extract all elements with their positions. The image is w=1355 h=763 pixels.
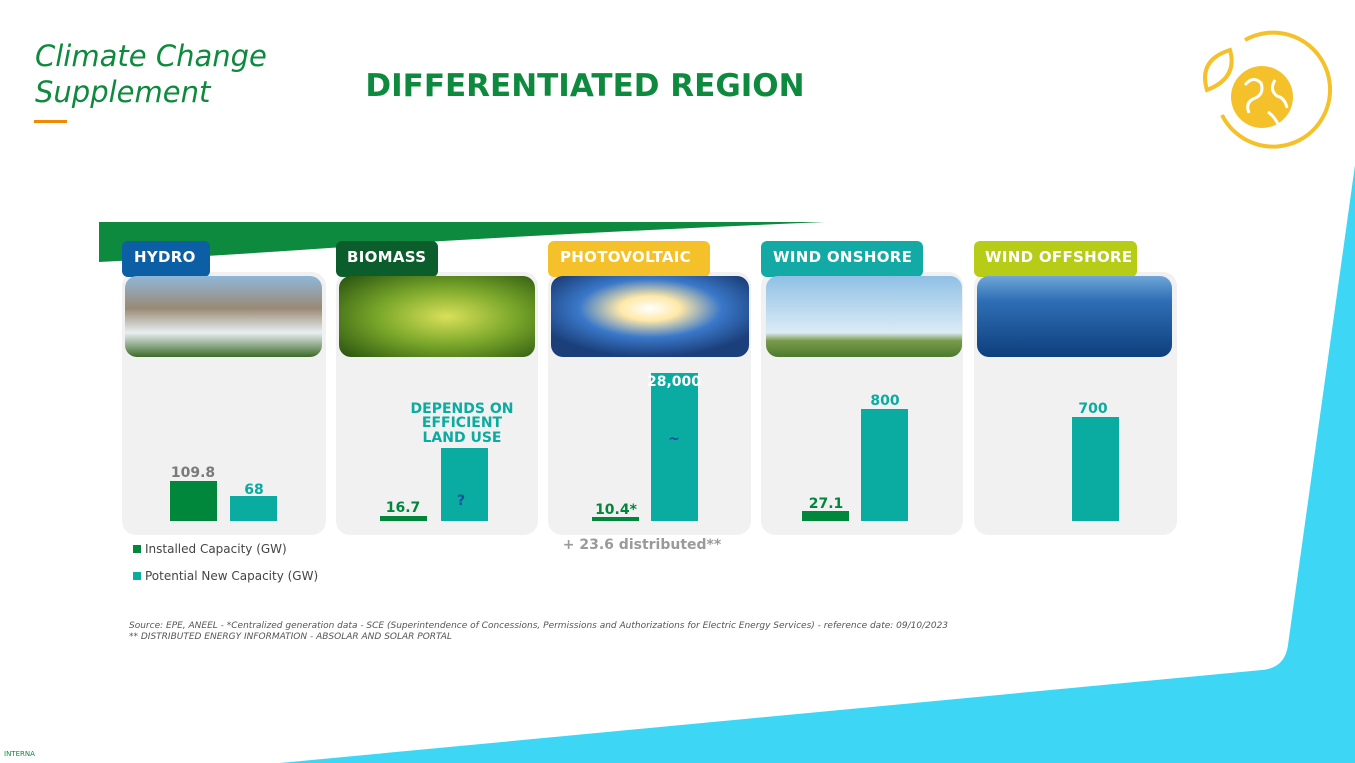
green-swoosh: [99, 222, 825, 262]
potential-bar: [651, 373, 698, 521]
panel-label: WIND ONSHORE: [773, 248, 912, 266]
photo: [125, 276, 322, 357]
potential-bar: [230, 496, 277, 521]
note: LAND USE: [423, 430, 502, 446]
potential-bar: [441, 448, 488, 521]
title: DIFFERENTIATED REGION: [365, 68, 804, 104]
installed-label: 10.4*: [595, 502, 638, 518]
source-note: Source: EPE, ANEEL - *Centralized genera…: [129, 621, 948, 631]
installed-label: 109.8: [171, 465, 215, 481]
potential-bar: [861, 409, 908, 521]
legend-label: Installed Capacity (GW): [145, 542, 287, 556]
note: DEPENDS ON: [411, 401, 514, 417]
photo: [766, 276, 962, 357]
symbol: ~: [668, 431, 680, 447]
panel-biomass: BIOMASS DEPENDS ON EFFICIENT LAND USE 16…: [336, 241, 538, 535]
photo: [977, 276, 1172, 357]
installed-label: 27.1: [809, 496, 844, 512]
panel-wind-onshore: WIND ONSHORE 27.1 800: [761, 241, 963, 535]
subtitle: Supplement: [35, 75, 212, 109]
legend-label: Potential New Capacity (GW): [145, 569, 318, 583]
photo: [339, 276, 535, 357]
installed-bar: [380, 516, 427, 521]
installed-bar: [592, 517, 639, 521]
background-shape: [280, 165, 1355, 763]
source-note: ** DISTRIBUTED ENERGY INFORMATION - ABSO…: [129, 632, 452, 642]
subtitle: Climate Change: [35, 39, 267, 73]
potential-label: 68: [244, 482, 263, 498]
accent-line: [34, 120, 67, 123]
classification: INTERNA: [4, 750, 35, 758]
legend-swatch: [133, 545, 141, 553]
note: EFFICIENT: [422, 415, 503, 431]
panel-photovoltaic: PHOTOVOLTAIC 10.4* 28,000 ~ + 23.6 distr…: [548, 241, 751, 553]
installed-bar: [802, 511, 849, 521]
panel-label: WIND OFFSHORE: [985, 248, 1132, 266]
potential-bar: [1072, 417, 1119, 521]
legend-swatch: [133, 572, 141, 580]
panel-hydro: HYDRO 109.8 68: [122, 241, 326, 535]
installed-bar: [170, 481, 217, 521]
panel-label: HYDRO: [134, 248, 196, 266]
panel-label: BIOMASS: [347, 248, 426, 266]
potential-label: 800: [870, 393, 899, 409]
globe-icon: [1203, 30, 1333, 149]
potential-label: ?: [457, 493, 465, 509]
potential-label: 28,000: [647, 374, 701, 390]
panel-wind-offshore: WIND OFFSHORE 700: [974, 241, 1177, 535]
installed-label: 16.7: [386, 500, 421, 516]
photo: [551, 276, 749, 357]
panel-label: PHOTOVOLTAIC: [560, 248, 691, 266]
footnote: + 23.6 distributed**: [563, 537, 722, 553]
potential-label: 700: [1078, 401, 1107, 417]
